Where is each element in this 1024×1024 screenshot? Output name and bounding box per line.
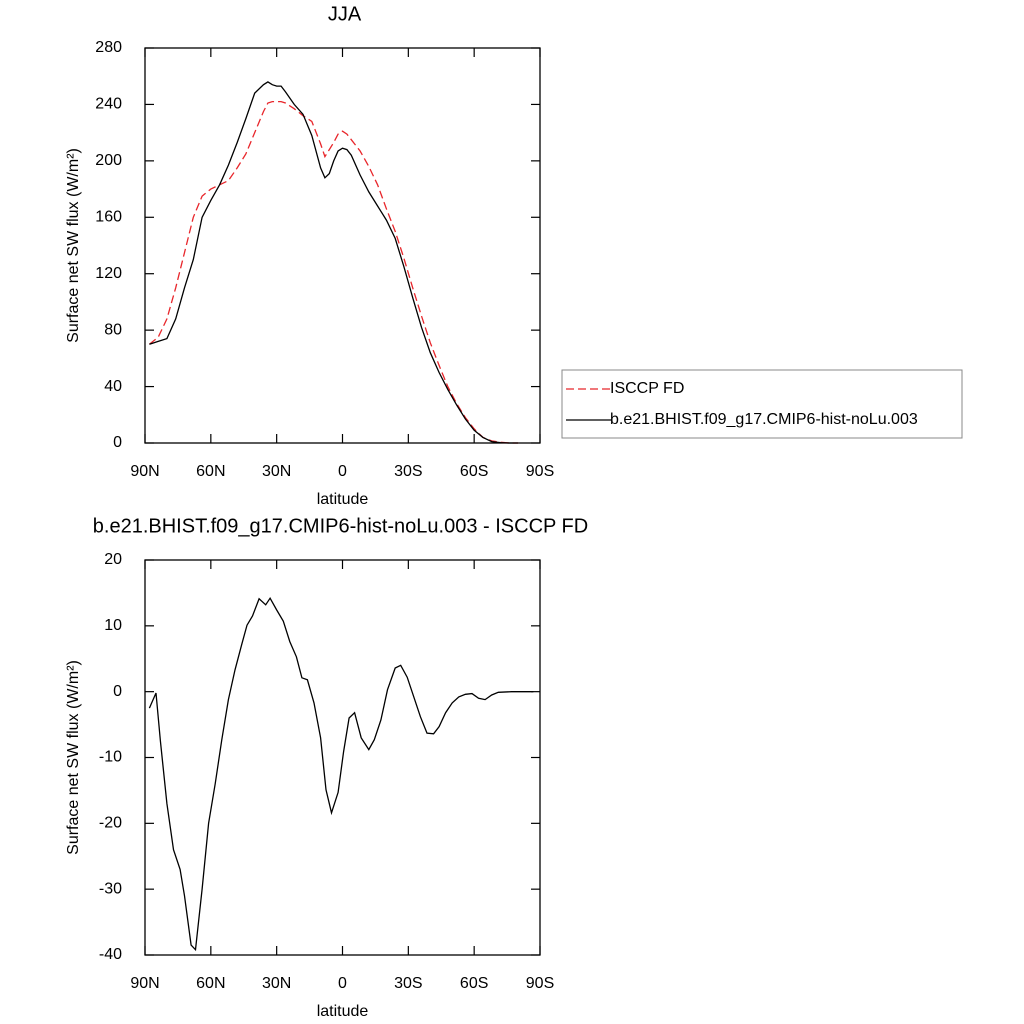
plot-frame: [144, 47, 541, 444]
data-line: [148, 596, 534, 952]
y-tick-label: 80: [104, 321, 122, 338]
y-tick-label: 280: [95, 39, 122, 56]
y-tick-label: 10: [104, 617, 122, 634]
y-tick-label: 40: [104, 378, 122, 395]
x-tick-label: 60S: [460, 463, 488, 480]
x-tick-label: 90N: [130, 975, 159, 992]
y-tick-label: 160: [95, 209, 122, 226]
y-tick-label: -20: [99, 815, 122, 832]
y-tick-label: 0: [113, 434, 122, 451]
chart-title: b.e21.BHIST.f09_g17.CMIP6-hist-noLu.003 …: [93, 515, 588, 537]
x-tick-label: 60S: [460, 975, 488, 992]
y-axis-label: Surface net SW flux (W/m²): [65, 660, 82, 855]
y-tick-label: 120: [95, 265, 122, 282]
y-tick-label: -40: [99, 946, 122, 963]
x-tick-label: 60N: [196, 463, 225, 480]
x-tick-label: 90N: [130, 463, 159, 480]
x-tick-label: 90S: [526, 463, 554, 480]
y-tick-label: -10: [99, 749, 122, 766]
y-axis-label: Surface net SW flux (W/m²): [65, 148, 82, 343]
chart-title: JJA: [328, 3, 362, 25]
y-tick-label: 20: [104, 551, 122, 568]
y-tick-label: -30: [99, 880, 122, 897]
x-tick-label: 90S: [526, 975, 554, 992]
data-line: [148, 100, 519, 444]
x-tick-label: 30N: [262, 463, 291, 480]
x-tick-label: 30S: [394, 975, 422, 992]
x-tick-label: 30S: [394, 463, 422, 480]
x-tick-label: 30N: [262, 975, 291, 992]
y-tick-label: 200: [95, 152, 122, 169]
legend-box: [561, 369, 963, 439]
x-tick-label: 0: [338, 463, 347, 480]
y-tick-label: 240: [95, 96, 122, 113]
x-tick-label: 0: [338, 975, 347, 992]
x-axis-label: latitude: [317, 1003, 369, 1020]
legend-label: b.e21.BHIST.f09_g17.CMIP6-hist-noLu.003: [610, 411, 918, 428]
x-tick-label: 60N: [196, 975, 225, 992]
x-axis-label: latitude: [317, 491, 369, 508]
data-line: [149, 81, 519, 444]
legend-label: ISCCP FD: [610, 380, 684, 397]
y-tick-label: 0: [113, 683, 122, 700]
